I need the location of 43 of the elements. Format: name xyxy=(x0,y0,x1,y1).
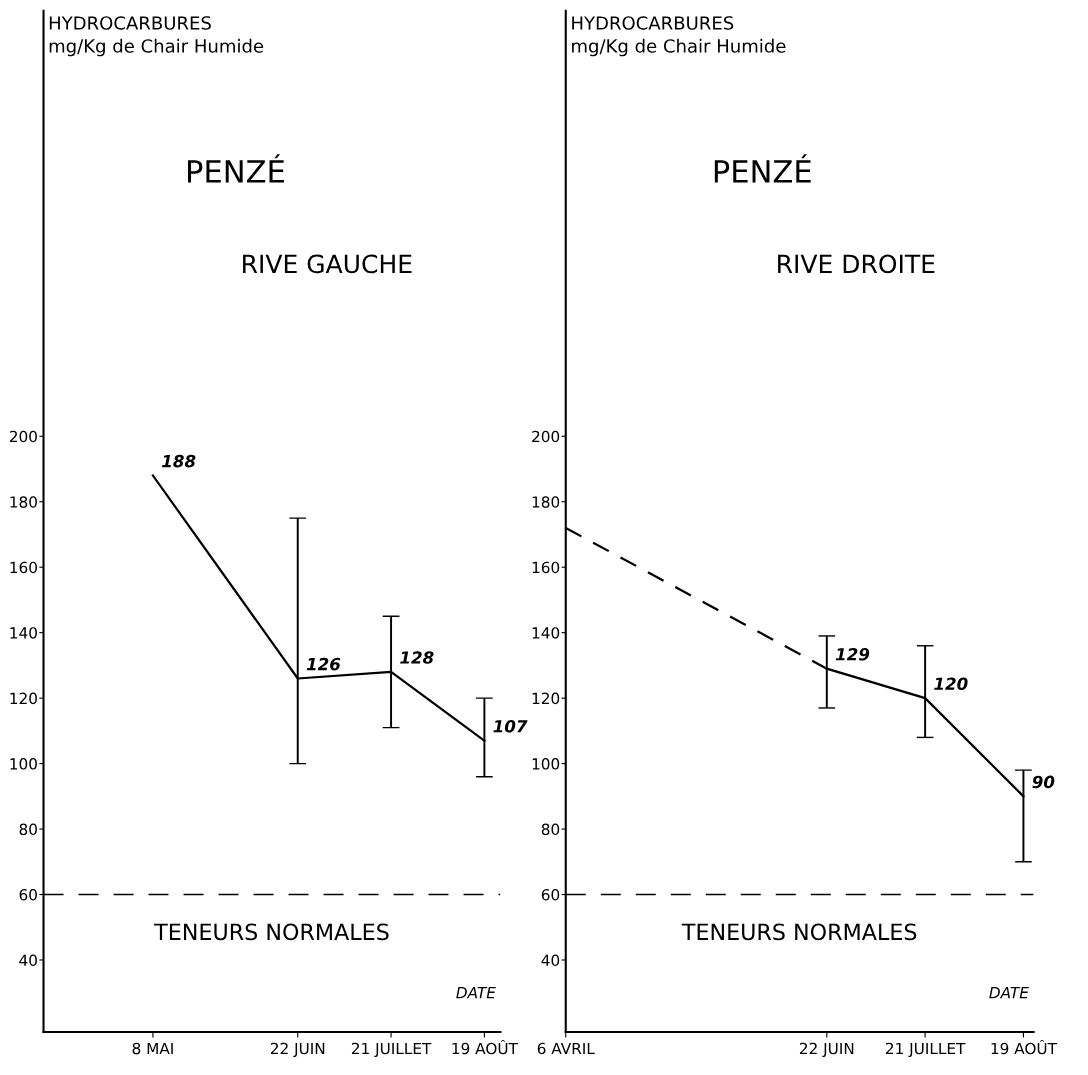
y-tick-label: 140 xyxy=(532,627,560,639)
x-tick-label: 21 JUILLET xyxy=(351,1042,432,1058)
text: PENZÉ xyxy=(714,154,811,183)
y-tick-label: 80 xyxy=(19,823,37,836)
y-tick-label: 80 xyxy=(541,823,560,836)
y-tick-label: 100 xyxy=(10,758,37,770)
y-tick-label: 160 xyxy=(532,561,560,574)
data-label: 128 xyxy=(400,651,434,664)
text: RIVE DROITE xyxy=(778,254,935,274)
x-axis-title: DATE xyxy=(989,987,1029,999)
y-tick-label: 180 xyxy=(532,496,560,508)
y-tick-label: 200 xyxy=(9,430,37,443)
y-tick-label: 40 xyxy=(541,954,560,967)
y-tick-label: 120 xyxy=(532,692,560,705)
y-axis-title: HYDROCARBURES mg/Kg de Chair Humide xyxy=(49,16,264,57)
data-label: 126 xyxy=(306,657,341,671)
data-label: 107 xyxy=(493,719,528,733)
x-tick-label: 22 JUIN xyxy=(270,1042,325,1058)
data-label: 188 xyxy=(161,454,196,468)
x-tick-label: 21 JUILLET xyxy=(885,1042,966,1058)
y-tick-label: 200 xyxy=(532,430,560,443)
y-tick-label: 60 xyxy=(541,888,560,901)
ref-line-label: TENEURS NORMALES xyxy=(154,923,389,941)
data-label: 129 xyxy=(835,647,870,661)
y-axis-title: HYDROCARBURES mg/Kg de Chair Humide xyxy=(572,16,786,57)
x-tick-label: 19 AOÛT xyxy=(991,1039,1057,1055)
y-tick-label: 140 xyxy=(10,627,37,639)
x-tick-label: 22 JUIN xyxy=(799,1042,854,1058)
x-tick-label: 19 AOÛT xyxy=(452,1039,518,1055)
x-tick-label: 8 MAI xyxy=(132,1042,173,1055)
y-tick-label: 40 xyxy=(19,954,37,967)
text: PENZÉ xyxy=(188,154,284,183)
ref-line-label: TENEURS NORMALES xyxy=(681,923,917,941)
text: RIVE GAUCHE xyxy=(243,254,412,274)
y-tick-label: 60 xyxy=(19,888,37,901)
x-axis-title: DATE xyxy=(456,987,496,999)
y-tick-label: 160 xyxy=(10,561,37,574)
x-tick-label: 6 AVRIL xyxy=(537,1042,595,1055)
y-tick-label: 180 xyxy=(10,496,37,508)
y-tick-label: 120 xyxy=(10,692,37,705)
y-tick-label: 100 xyxy=(532,758,560,770)
data-label: 90 xyxy=(1032,775,1055,789)
data-label: 120 xyxy=(934,677,968,691)
